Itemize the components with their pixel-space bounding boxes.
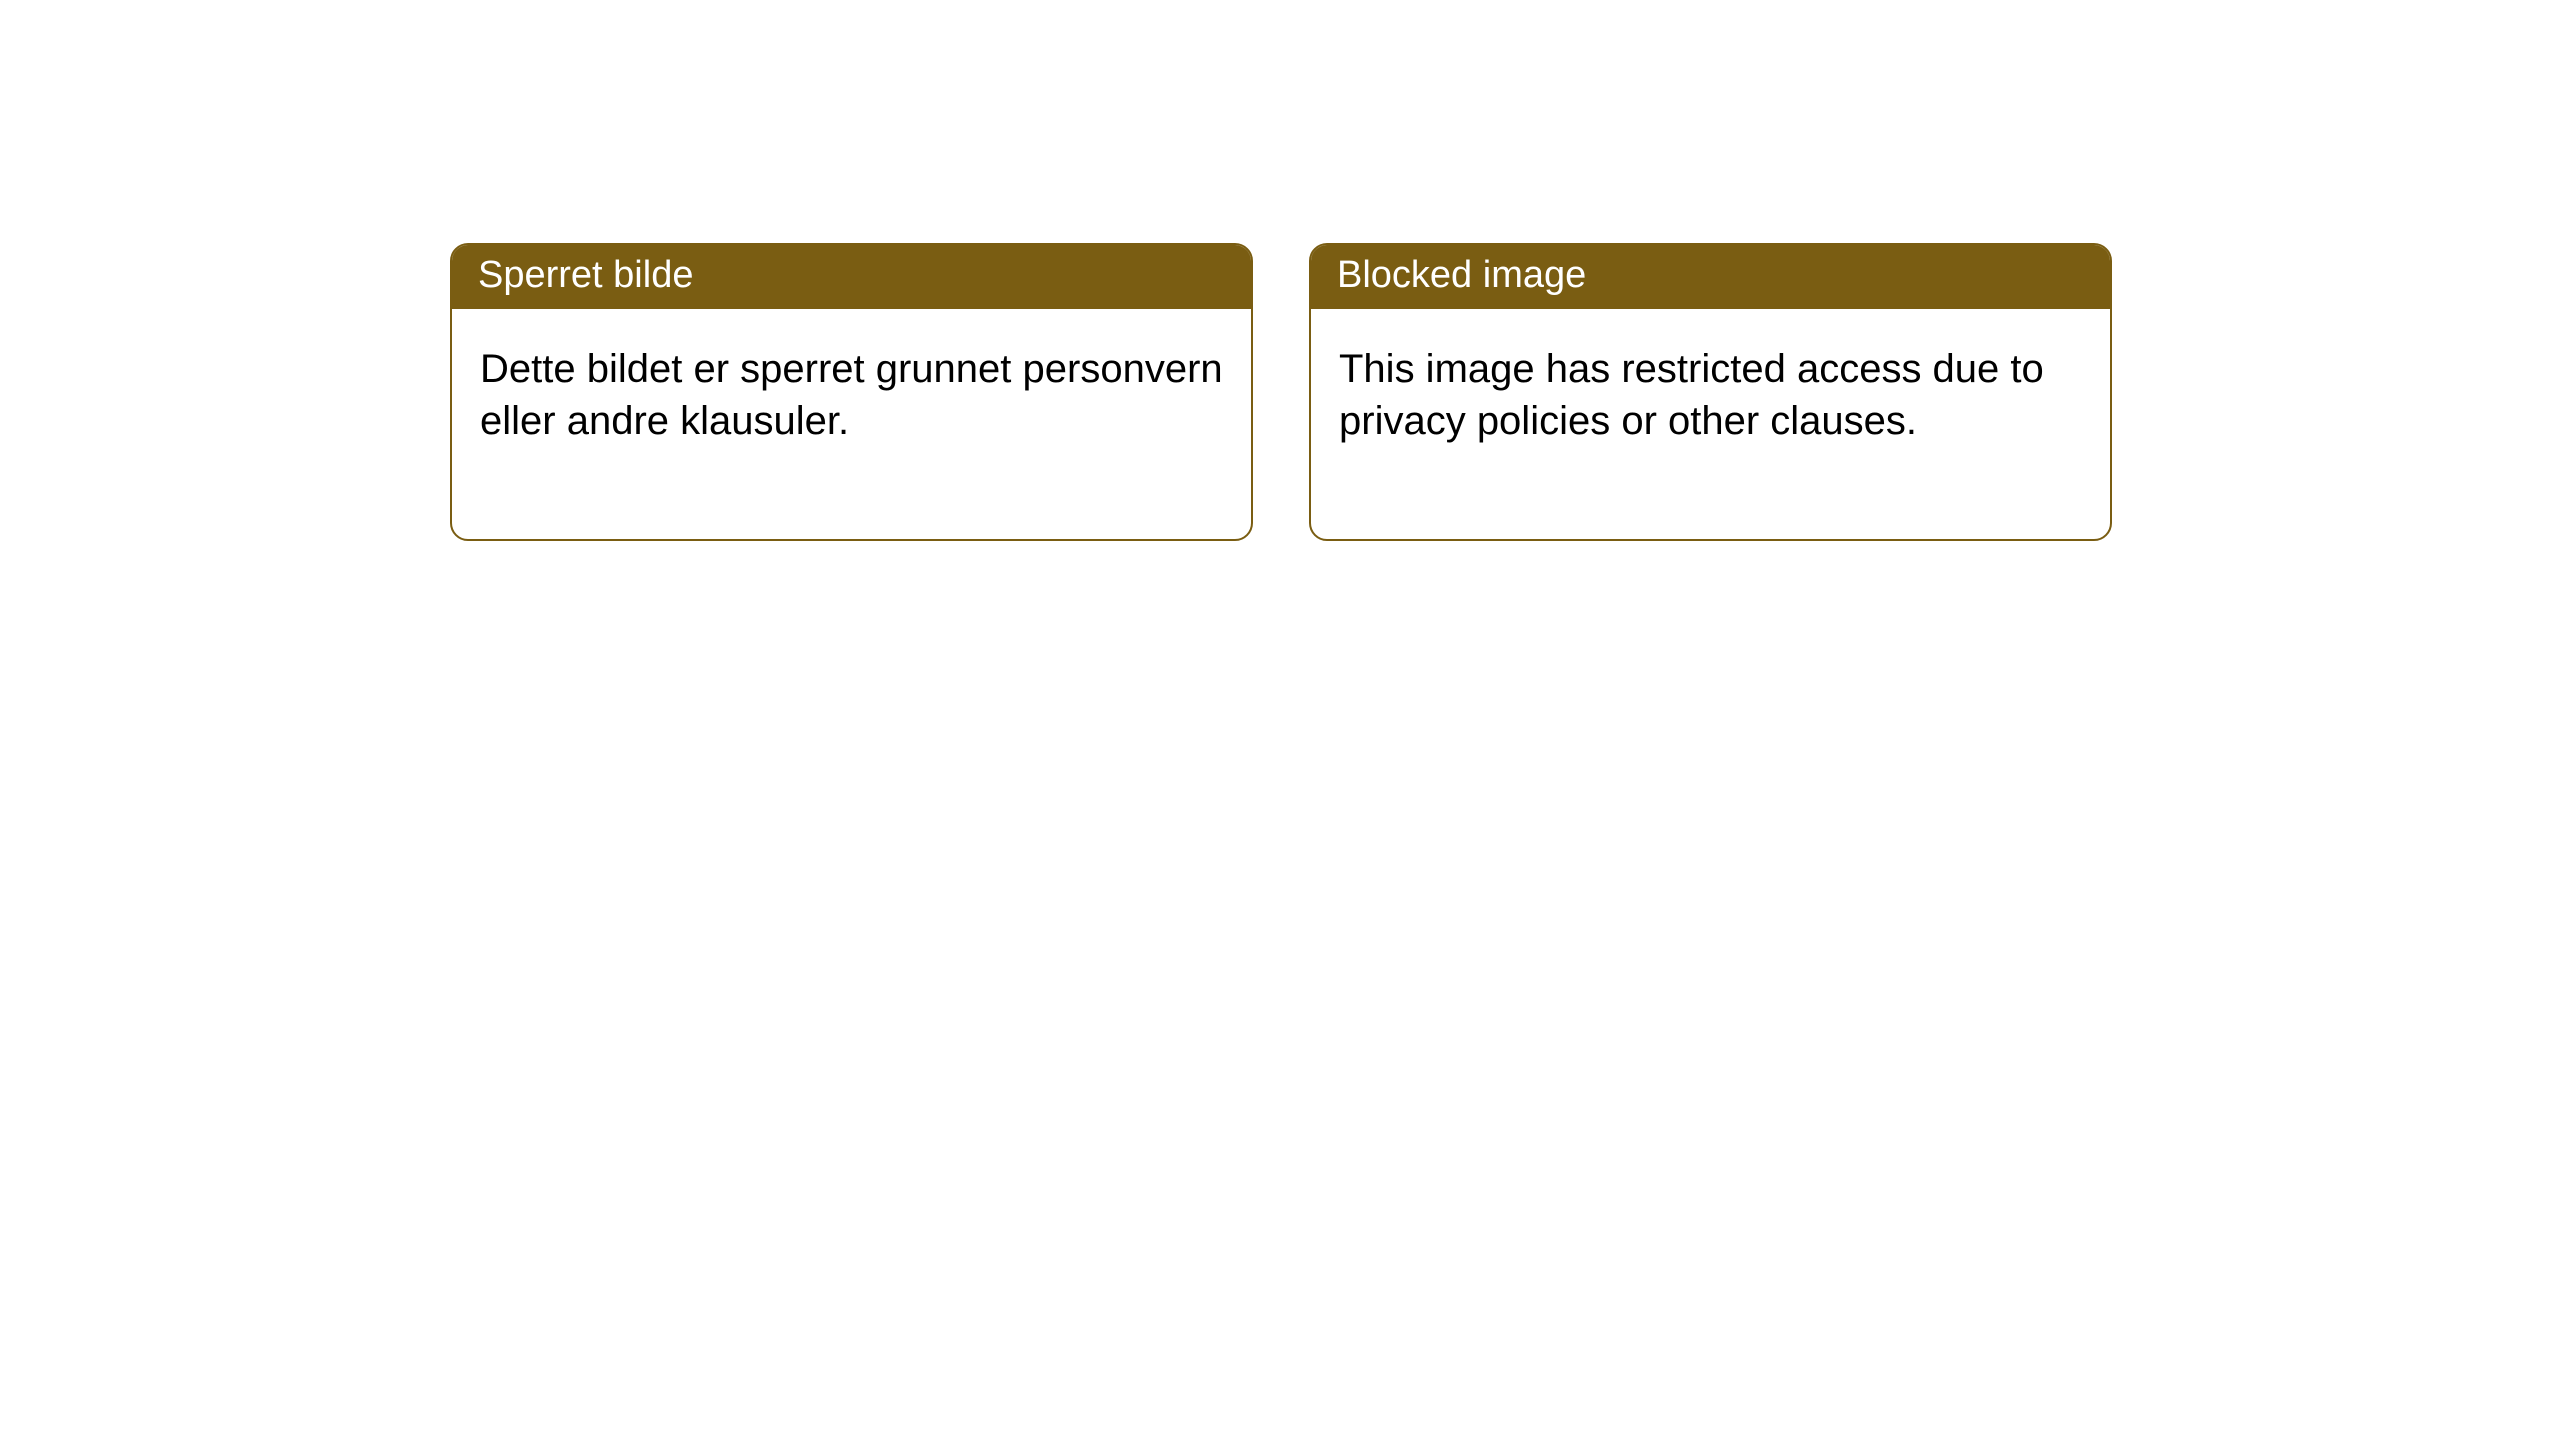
- notice-title: Sperret bilde: [452, 245, 1251, 309]
- notice-card-norwegian: Sperret bilde Dette bildet er sperret gr…: [450, 243, 1253, 541]
- notice-body: Dette bildet er sperret grunnet personve…: [452, 309, 1251, 539]
- notice-container: Sperret bilde Dette bildet er sperret gr…: [450, 243, 2112, 541]
- notice-body: This image has restricted access due to …: [1311, 309, 2110, 539]
- notice-card-english: Blocked image This image has restricted …: [1309, 243, 2112, 541]
- notice-title: Blocked image: [1311, 245, 2110, 309]
